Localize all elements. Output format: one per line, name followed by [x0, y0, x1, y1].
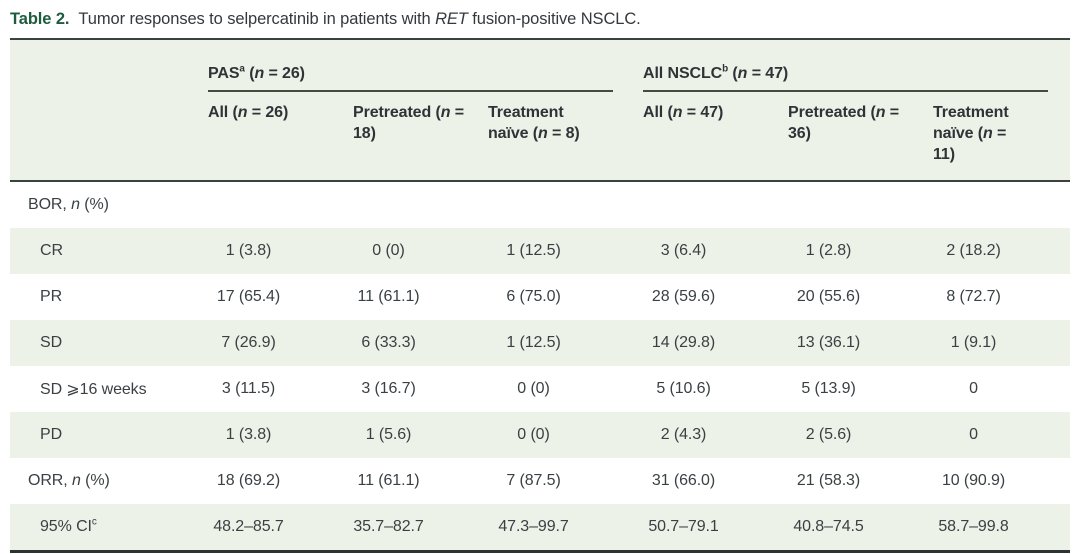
- value-cell: [780, 181, 925, 228]
- value-cell: 7 (87.5): [506, 472, 561, 489]
- col-header-nsclc-naive: Treatment naïve (n = 11): [925, 92, 1071, 181]
- row-label: SD: [10, 320, 200, 366]
- col-header-pas-naive: Treatment naïve (n = 8): [480, 92, 635, 181]
- value-cell: 11 (61.1): [357, 288, 420, 305]
- value-cell: 5 (13.9): [801, 380, 856, 397]
- value-cell: 47.3–99.7: [480, 504, 635, 552]
- table-row: SD 7 (26.9) 6 (33.3) 1 (12.5) 14 (29.8) 13 (3…: [10, 320, 1071, 366]
- caption-gene-italic: RET: [435, 10, 468, 28]
- value-cell: 40.8–74.5: [780, 504, 925, 552]
- row-label: CR: [10, 228, 200, 274]
- col-header-pas-all: All (n = 26): [200, 92, 345, 181]
- sub-header-row: All (n = 26) Pretreated (n = 18) Treatme…: [10, 92, 1071, 181]
- value-cell: 0 (0): [517, 380, 550, 397]
- table-body: BOR, n (%) CR 1 (3.8) 0 (0) 1 (12.5) 3 (6.4) 1…: [10, 181, 1071, 552]
- value-cell: 0 (0): [480, 412, 635, 458]
- value-cell: 50.7–79.1: [635, 504, 780, 552]
- value-cell: 7 (26.9): [200, 320, 345, 366]
- table-row: ORR, n (%) 18 (69.2) 11 (61.1) 7 (87.5) 31 (…: [10, 458, 1070, 504]
- value-cell: 6 (75.0): [506, 288, 561, 305]
- value-cell: 1 (9.1): [925, 320, 1071, 366]
- value-cell: [480, 181, 635, 228]
- value-cell: 28 (59.6): [651, 288, 716, 305]
- value-cell: 1 (3.8): [200, 412, 345, 458]
- value-cell: 31 (66.0): [651, 472, 716, 489]
- group-header-all-nsclc: All NSCLCb (n = 47): [635, 39, 1071, 92]
- value-cell: 17 (65.4): [216, 288, 281, 305]
- col-header-nsclc-all: All (n = 47): [635, 92, 780, 181]
- value-cell: 1 (3.8): [200, 228, 345, 274]
- value-cell: 2 (18.2): [925, 228, 1071, 274]
- value-cell: 13 (36.1): [780, 320, 925, 366]
- value-cell: 3 (11.5): [221, 380, 276, 397]
- row-label: ORR, n (%): [28, 472, 110, 489]
- row-label: PR: [40, 288, 63, 305]
- value-cell: 1 (12.5): [480, 320, 635, 366]
- group-header-row: PASa (n = 26) All NSCLCb (n = 47): [10, 39, 1071, 92]
- value-cell: 0 (0): [345, 228, 480, 274]
- table-row: SD ⩾16 weeks 3 (11.5) 3 (16.7) 0 (0) 5 (10.6…: [10, 366, 1070, 412]
- value-cell: 5 (10.6): [656, 380, 711, 397]
- value-cell: 20 (55.6): [796, 288, 861, 305]
- table-row: PD 1 (3.8) 1 (5.6) 0 (0) 2 (4.3) 2 (5.6) 0: [10, 412, 1071, 458]
- value-cell: 0: [969, 380, 978, 397]
- empty-corner-cell: [10, 39, 200, 92]
- value-cell: [635, 181, 780, 228]
- value-cell: 11 (61.1): [357, 472, 420, 489]
- group-name: PAS: [208, 65, 240, 82]
- table-caption: Table 2. Tumor responses to selpercatinib…: [10, 8, 1070, 30]
- group-header-pas: PASa (n = 26): [200, 39, 635, 92]
- row-label: SD ⩾16 weeks: [40, 381, 147, 398]
- row-label: BOR, n (%): [28, 196, 109, 213]
- value-cell: [200, 181, 345, 228]
- value-cell: 10 (90.9): [941, 472, 1006, 489]
- table-header: PASa (n = 26) All NSCLCb (n = 47) All (n…: [10, 39, 1071, 181]
- empty-corner-cell: [10, 92, 200, 181]
- row-label: PD: [10, 412, 200, 458]
- value-cell: 14 (29.8): [635, 320, 780, 366]
- value-cell: 3 (16.7): [361, 380, 416, 397]
- caption-text: Tumor responses to selpercatinib in pati…: [78, 10, 436, 28]
- value-cell: 48.2–85.7: [200, 504, 345, 552]
- value-cell: 21 (58.3): [796, 472, 861, 489]
- value-cell: [925, 181, 1070, 228]
- value-cell: 3 (6.4): [635, 228, 780, 274]
- value-cell: 35.7–82.7: [345, 504, 480, 552]
- footnote-marker-a: a: [239, 63, 245, 75]
- tumor-response-table: PASa (n = 26) All NSCLCb (n = 47) All (n…: [10, 38, 1071, 553]
- value-cell: 58.7–99.8: [925, 504, 1071, 552]
- value-cell: 8 (72.7): [946, 288, 1001, 305]
- group-name: All NSCLC: [643, 65, 723, 82]
- footnote-marker: c: [91, 516, 97, 528]
- value-cell: 18 (69.2): [216, 472, 281, 489]
- table-number: Table 2.: [10, 10, 70, 28]
- col-header-nsclc-pretreated: Pretreated (n = 36): [780, 92, 925, 181]
- value-cell: 2 (5.6): [780, 412, 925, 458]
- value-cell: 2 (4.3): [635, 412, 780, 458]
- value-cell: 1 (5.6): [345, 412, 480, 458]
- value-cell: 6 (33.3): [345, 320, 480, 366]
- table-row: CR 1 (3.8) 0 (0) 1 (12.5) 3 (6.4) 1 (2.8) 2 (1…: [10, 228, 1071, 274]
- table-row: BOR, n (%): [10, 181, 1070, 228]
- table-row: 95% CIc 48.2–85.7 35.7–82.7 47.3–99.7 50.7–7…: [10, 504, 1071, 552]
- row-label: 95% CIc: [10, 504, 200, 552]
- footnote-marker-b: b: [722, 63, 729, 75]
- caption-text-end: fusion-positive NSCLC.: [467, 10, 641, 28]
- value-cell: [345, 181, 480, 228]
- value-cell: 1 (2.8): [780, 228, 925, 274]
- table-row: PR 17 (65.4) 11 (61.1) 6 (75.0) 28 (59.6) 20 …: [10, 274, 1070, 320]
- col-header-pas-pretreated: Pretreated (n = 18): [345, 92, 480, 181]
- value-cell: 1 (12.5): [480, 228, 635, 274]
- value-cell: 0: [925, 412, 1071, 458]
